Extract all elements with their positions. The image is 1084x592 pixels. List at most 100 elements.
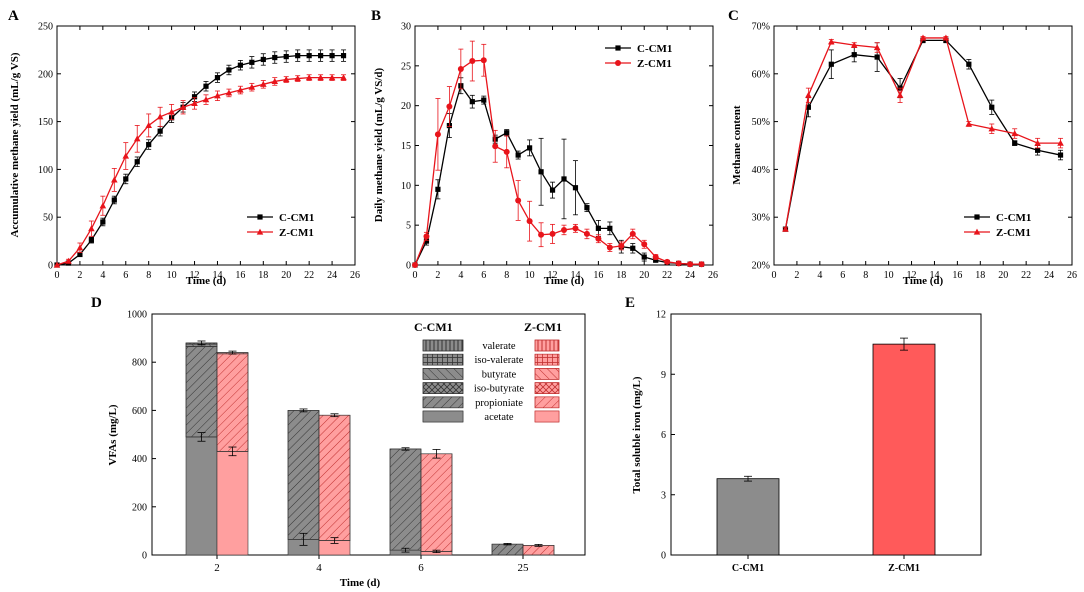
panel-e-soluble-iron: 0 3 6 9 12 C-CM1 Z-CM1 Total soluble iron (mg/…	[631, 310, 982, 574]
x-tick-label: 2	[435, 270, 440, 281]
bar-hatch-z-cm1-propioniate	[522, 545, 555, 556]
data-point-c-cm1	[828, 61, 834, 67]
data-point-z-cm1	[65, 257, 72, 264]
data-point-c-cm1	[504, 130, 510, 136]
data-point-z-cm1	[294, 75, 301, 82]
data-point-c-cm1	[237, 62, 243, 68]
data-point-c-cm1	[630, 245, 636, 251]
panel-b-series	[412, 40, 705, 268]
x-tick-label: 6	[481, 270, 486, 281]
data-point-c-cm1	[88, 237, 94, 243]
x-tick-label: 10	[167, 270, 177, 281]
x-tick-label: 24	[1044, 270, 1054, 281]
y-tick-label: 40%	[752, 165, 770, 176]
data-point-c-cm1	[966, 61, 972, 67]
x-tick-label: 16	[235, 270, 245, 281]
legend-swatch-c-cm1-hatch	[422, 396, 464, 409]
x-tick-label: 10	[884, 270, 894, 281]
data-point-c-cm1	[607, 225, 613, 231]
legend-swatch-z-cm1-hatch	[534, 410, 560, 423]
series-line-z-cm1	[414, 59, 702, 266]
bar-c-cm1-acetate	[185, 436, 218, 556]
x-tick-label: Z-CM1	[888, 563, 920, 574]
panel-a-series	[53, 49, 347, 268]
panel-a-legend: C-CM1 Z-CM1	[247, 212, 314, 239]
data-point-z-cm1	[629, 230, 636, 237]
data-point-c-cm1	[595, 225, 601, 231]
data-point-c-cm1	[306, 53, 312, 59]
data-point-c-cm1	[805, 104, 811, 110]
y-tick-label: 200	[38, 69, 53, 80]
x-tick-label: 0	[55, 270, 60, 281]
data-point-c-cm1	[329, 53, 335, 59]
x-tick-label: 26	[350, 270, 360, 281]
y-tick-label: 0	[406, 261, 411, 272]
data-point-z-cm1	[225, 89, 233, 96]
panel-d-legend: C-CM1 Z-CM1 valerate iso-valerate butyrate is…	[414, 320, 562, 423]
data-point-z-cm1	[606, 244, 613, 251]
y-tick-label: 15	[401, 141, 411, 152]
data-point-c-cm1	[214, 75, 221, 81]
data-point-z-cm1	[423, 233, 430, 240]
bar-c-cm1	[716, 478, 780, 556]
legend-swatch-c-cm1-hatch	[422, 339, 464, 352]
legend-marker	[257, 214, 263, 220]
x-tick-label: 6	[418, 562, 424, 574]
data-point-c-cm1	[641, 254, 647, 260]
data-point-z-cm1	[965, 120, 973, 127]
data-point-z-cm1	[618, 242, 625, 249]
y-tick-label: 20	[401, 101, 411, 112]
panel-d-x-axis-label: Time (d)	[340, 577, 381, 589]
data-point-z-cm1	[202, 96, 210, 103]
data-point-z-cm1	[664, 258, 671, 265]
panel-c-y-axis-label: Methane content	[731, 105, 743, 184]
data-point-c-cm1	[203, 83, 209, 89]
bar-hatch-c-cm1-propioniate	[389, 448, 422, 551]
x-tick-label: 22	[662, 270, 672, 281]
x-tick-label: 25	[518, 562, 530, 574]
data-point-z-cm1	[641, 241, 648, 248]
data-point-c-cm1	[423, 238, 430, 244]
data-point-z-cm1	[53, 261, 61, 268]
legend-label: C-CM1	[996, 212, 1031, 224]
x-tick-label: 12	[907, 270, 917, 281]
data-point-z-cm1	[282, 76, 290, 83]
y-tick-label: 30	[401, 22, 411, 33]
data-point-c-cm1	[989, 104, 995, 110]
data-point-z-cm1	[515, 197, 522, 204]
data-point-c-cm1	[191, 94, 198, 100]
data-point-c-cm1	[561, 176, 567, 182]
panel-c-legend: C-CM1 Z-CM1	[964, 212, 1031, 239]
legend-label: Z-CM1	[996, 227, 1031, 239]
data-point-c-cm1	[111, 197, 117, 203]
legend-label: propioniate	[475, 398, 523, 409]
x-tick-label: 22	[304, 270, 314, 281]
panel-d-vfas: 0 200 400 600 800 1000 2 4 6 25 Time (d) VFAs (mg…	[107, 310, 586, 589]
x-tick-label: 20	[639, 270, 649, 281]
legend-marker	[615, 45, 621, 51]
legend-label: iso-valerate	[475, 355, 524, 366]
data-point-z-cm1	[446, 103, 453, 110]
data-point-c-cm1	[851, 52, 857, 58]
data-point-z-cm1	[122, 152, 130, 159]
y-tick-label: 60%	[752, 69, 770, 80]
legend-marker	[974, 214, 980, 220]
x-tick-label: 18	[616, 270, 626, 281]
y-tick-label: 200	[132, 502, 147, 513]
legend-swatch-c-cm1-hatch	[422, 410, 464, 423]
data-point-c-cm1	[469, 99, 475, 105]
y-tick-label: 800	[132, 358, 147, 369]
data-point-z-cm1	[687, 261, 694, 268]
data-point-z-cm1	[412, 262, 418, 268]
y-tick-label: 6	[661, 430, 666, 441]
y-tick-label: 5	[406, 221, 411, 232]
panel-label-a: A	[8, 8, 19, 24]
y-tick-label: 20%	[752, 261, 770, 272]
y-tick-label: 400	[132, 454, 147, 465]
data-point-z-cm1	[595, 235, 602, 242]
data-point-z-cm1	[1011, 130, 1018, 137]
x-tick-label: 0	[413, 270, 418, 281]
legend-swatch-z-cm1-hatch	[534, 368, 560, 380]
legend-swatch-z-cm1-hatch	[534, 353, 560, 366]
